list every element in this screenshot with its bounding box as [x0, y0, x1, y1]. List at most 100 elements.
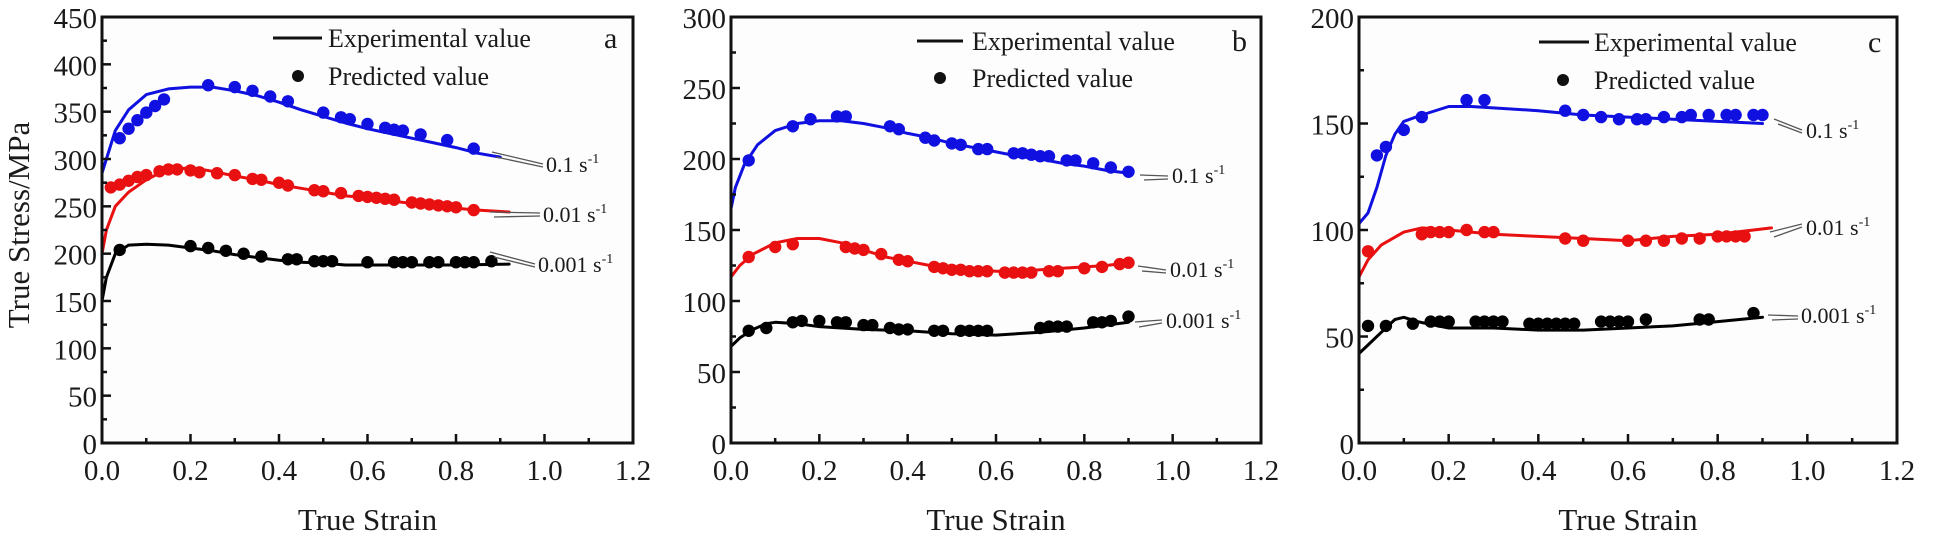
predicted-point — [334, 186, 348, 200]
predicted-point — [1087, 157, 1100, 170]
predicted-point — [246, 84, 259, 98]
predicted-point — [1424, 315, 1437, 328]
predicted-point — [1034, 150, 1047, 163]
legend: Experimental value Predicted value b — [917, 25, 1247, 93]
series-0-01-s-1: 0.01 s-1 — [100, 163, 608, 445]
x-tick-label: 0.4 — [261, 455, 298, 487]
predicted-point — [981, 324, 994, 337]
predicted-point — [228, 80, 241, 94]
predicted-point — [804, 113, 817, 126]
strain-rate-label: 0.001 s-1 — [1166, 308, 1241, 333]
predicted-point — [1729, 230, 1742, 243]
predicted-point — [281, 95, 295, 108]
predicted-point — [171, 163, 184, 176]
predicted-point — [361, 117, 374, 131]
predicted-point — [1051, 320, 1065, 333]
leader-line — [1771, 318, 1799, 321]
predicted-point — [1729, 108, 1742, 122]
predicted-point — [1397, 123, 1411, 137]
predicted-point — [1559, 317, 1572, 330]
y-tick-label: 350 — [54, 98, 98, 130]
predicted-point — [1469, 315, 1482, 328]
y-tick-label: 450 — [54, 3, 98, 35]
predicted-point — [255, 173, 268, 186]
predicted-point — [1051, 265, 1065, 278]
y-tick-label: 250 — [54, 192, 98, 224]
x-tick-label: 0.0 — [1341, 455, 1377, 487]
predicted-point — [1122, 310, 1135, 323]
legend: Experimental value Predicted value c — [1539, 26, 1881, 95]
predicted-point — [1594, 315, 1608, 328]
predicted-point — [113, 132, 126, 145]
panel-letter: c — [1868, 26, 1881, 59]
strain-rate-label: 0.1 s-1 — [1806, 118, 1859, 143]
predicted-point — [1756, 108, 1769, 122]
legend-label-experimental: Experimental value — [972, 27, 1175, 56]
predicted-point — [308, 255, 321, 268]
y-axis-title: True Stress/MPa — [1, 122, 36, 329]
predicted-point — [1478, 315, 1491, 328]
predicted-point — [1007, 147, 1020, 160]
predicted-point — [219, 244, 233, 257]
x-tick-label: 1.2 — [615, 455, 651, 487]
strain-rate-label: 0.01 s-1 — [1170, 257, 1234, 282]
predicted-point — [928, 324, 941, 337]
series-0-001-s-1: 0.001 s-1 — [100, 239, 613, 445]
strain-rate-value: 0.1 s — [1172, 163, 1214, 188]
leader-line — [1139, 174, 1169, 177]
leader-line — [1137, 265, 1167, 271]
predicted-point — [281, 253, 295, 266]
leader-line — [1777, 123, 1803, 134]
predicted-point — [1702, 313, 1715, 326]
strain-rate-label: 0.001 s-1 — [538, 252, 613, 277]
strain-rate-exponent: -1 — [596, 202, 608, 217]
predicted-point — [202, 79, 215, 92]
predicted-point — [237, 247, 250, 260]
predicted-point — [1541, 317, 1554, 330]
predicted-point — [1042, 265, 1056, 278]
predicted-point — [1361, 319, 1375, 333]
predicted-point — [972, 324, 985, 337]
y-tick-label: 300 — [54, 145, 98, 177]
predicted-point — [928, 134, 941, 147]
predicted-point — [396, 124, 410, 137]
y-tick-label: 100 — [1311, 216, 1355, 248]
legend-label-experimental: Experimental value — [1594, 28, 1797, 57]
strain-rate-value: 0.001 s — [1801, 303, 1865, 328]
predicted-point — [387, 256, 401, 269]
predicted-point — [963, 265, 976, 278]
predicted-point — [317, 106, 330, 119]
strain-rate-value: 0.01 s — [543, 202, 596, 227]
leader-line — [489, 211, 541, 214]
predicted-point — [1675, 232, 1689, 245]
predicted-point — [449, 256, 463, 269]
predicted-point — [1379, 140, 1393, 154]
x-tick-label: 0.6 — [1610, 455, 1646, 487]
predicted-point — [122, 122, 135, 135]
series-0-01-s-1: 0.01 s-1 — [1357, 215, 1870, 445]
predicted-point — [140, 106, 153, 119]
strain-rate-value: 0.001 s — [1166, 308, 1230, 333]
predicted-point — [361, 256, 374, 269]
x-tick-label: 0.2 — [1431, 455, 1467, 487]
predicted-point — [1095, 260, 1109, 274]
y-tick-label: 200 — [1311, 3, 1355, 35]
strain-rate-exponent: -1 — [588, 152, 600, 167]
predicted-point — [325, 255, 339, 268]
strain-rate-value: 0.01 s — [1806, 215, 1859, 240]
predicted-point — [1630, 113, 1644, 126]
predicted-point — [786, 238, 799, 251]
predicted-point — [379, 192, 392, 205]
predicted-point — [396, 256, 410, 269]
leader-line — [1141, 270, 1167, 274]
predicted-point — [1711, 230, 1724, 243]
predicted-point — [892, 323, 905, 336]
legend-label-predicted: Predicted value — [328, 62, 489, 91]
x-tick-label: 1.0 — [526, 455, 562, 487]
x-tick-label: 0.2 — [172, 455, 208, 487]
predicted-point — [998, 266, 1011, 279]
legend-dot-swatch — [1557, 74, 1569, 86]
predicted-point — [467, 256, 480, 269]
leader-line — [493, 256, 536, 268]
predicted-point — [264, 90, 277, 103]
